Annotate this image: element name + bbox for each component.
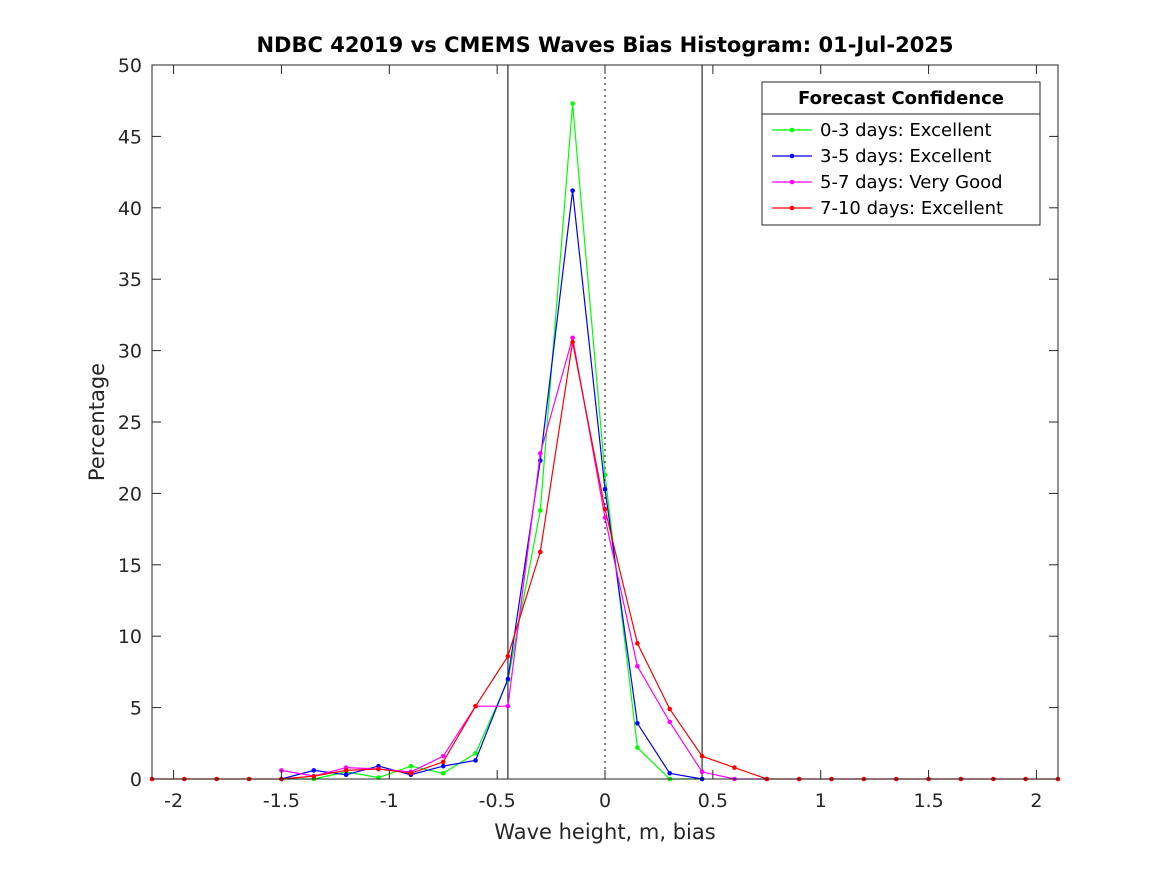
data-point [635, 721, 640, 726]
series-line [281, 337, 767, 780]
legend: Forecast Confidence 0-3 days: Excellent 3… [761, 81, 1041, 226]
series-line [281, 190, 703, 780]
y-tick-label: 25 [118, 412, 142, 434]
x-tick-label: -0.5 [479, 790, 516, 812]
data-point [376, 766, 381, 772]
x-axis: -2 -1.5 -1 -0.5 0 0.5 1 1.5 2 [164, 65, 1042, 812]
x-tick-label: 2 [1030, 790, 1042, 812]
data-point [505, 703, 511, 709]
x-tick-label: 0.5 [698, 790, 728, 812]
data-point [473, 758, 478, 763]
data-point [635, 745, 640, 750]
y-tick-label: 35 [118, 269, 142, 291]
data-point [635, 663, 640, 669]
data-point [343, 772, 349, 778]
reference-lines [507, 65, 703, 779]
data-point [343, 768, 349, 773]
legend-label: 5-7 days: Very Good [820, 172, 1003, 193]
data-point [537, 508, 543, 513]
legend-label: 3-5 days: Excellent [820, 146, 992, 167]
data-point [473, 703, 478, 709]
x-tick-label: 1 [815, 790, 827, 812]
data-point [699, 769, 705, 775]
data-point [570, 101, 575, 106]
data-point [505, 653, 511, 659]
y-tick-label: 20 [118, 483, 142, 505]
data-point [440, 753, 446, 759]
y-tick-label: 40 [118, 198, 142, 220]
data-point [505, 676, 511, 682]
legend-entry: 7-10 days: Excellent [772, 198, 1003, 219]
y-tick-label: 30 [118, 341, 142, 363]
x-tick-label: -1.5 [263, 790, 300, 812]
data-point [602, 506, 608, 512]
legend-entries: 0-3 days: Excellent 3-5 days: Excellent 5-… [772, 120, 1003, 219]
data-point [473, 750, 478, 756]
data-point [699, 753, 705, 759]
data-point [408, 763, 414, 769]
x-tick-label: 0 [599, 790, 611, 812]
data-point [667, 770, 673, 776]
y-tick-label: 45 [118, 126, 142, 148]
data-point [602, 486, 608, 492]
data-point [667, 706, 673, 712]
y-axis: 0 5 10 15 20 25 30 35 40 45 50 [118, 55, 1058, 791]
x-tick-label: -2 [164, 790, 183, 812]
y-tick-label: 50 [118, 55, 142, 77]
data-point [537, 549, 543, 555]
data-point [408, 770, 414, 776]
data-point [440, 763, 446, 769]
data-point [635, 641, 640, 646]
data-point [570, 188, 575, 193]
x-axis-title: Wave height, m, bias [494, 820, 715, 844]
data-point [311, 768, 317, 773]
data-point [667, 719, 673, 725]
data-point [311, 773, 317, 779]
data-point [732, 765, 737, 770]
data-point [570, 335, 575, 341]
legend-label: 0-3 days: Excellent [820, 120, 992, 141]
legend-box [761, 81, 1041, 226]
legend-marker [789, 127, 795, 133]
legend-marker [789, 179, 795, 185]
data-point [537, 451, 543, 456]
legend-marker [789, 205, 795, 211]
x-tick-label: 1.5 [913, 790, 943, 812]
y-tick-label: 15 [118, 555, 142, 577]
y-tick-label: 10 [118, 626, 142, 648]
legend-marker [789, 153, 795, 159]
legend-entry: 5-7 days: Very Good [772, 172, 1003, 193]
data-point [440, 759, 446, 765]
legend-entry: 0-3 days: Excellent [772, 120, 992, 141]
legend-entry: 3-5 days: Excellent [772, 146, 992, 167]
data-point [602, 515, 608, 520]
legend-label: 7-10 days: Excellent [820, 198, 1003, 219]
y-tick-label: 5 [130, 698, 142, 720]
chart-title: NDBC 42019 vs CMEMS Waves Bias Histogram… [256, 33, 953, 57]
data-point [440, 770, 446, 776]
y-axis-title: Percentage [85, 363, 109, 481]
x-tick-label: -1 [380, 790, 399, 812]
data-point [570, 339, 575, 345]
legend-title: Forecast Confidence [798, 88, 1004, 109]
y-tick-label: 0 [130, 769, 142, 791]
